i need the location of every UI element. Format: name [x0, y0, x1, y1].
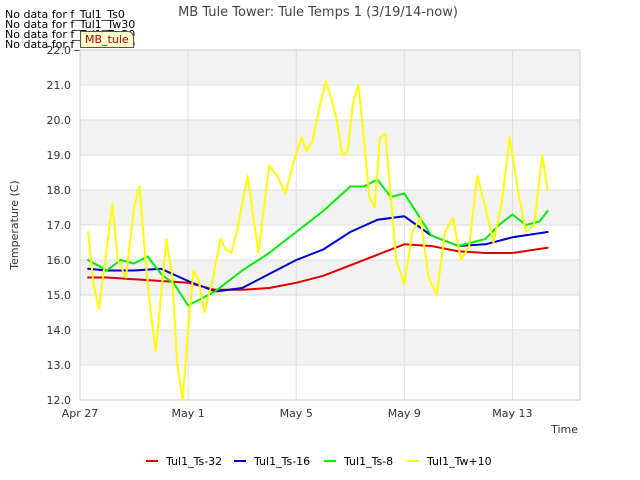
y-tick-label: 16.0 [47, 254, 72, 267]
y-tick-label: 21.0 [47, 79, 72, 92]
y-tick-label: 22.0 [47, 44, 72, 57]
nodata-message-2: No data for f_Tul1_Tw30 [5, 18, 136, 31]
y-tick-label: 17.0 [47, 219, 72, 232]
series-line-tul1-ts-32 [87, 243, 549, 291]
y-tick-label: 19.0 [47, 149, 72, 162]
y-tick-label: 15.0 [47, 289, 72, 302]
grid-band [80, 50, 580, 85]
x-axis-label: Time [550, 423, 578, 436]
x-tick-label: May 1 [171, 407, 204, 420]
site-badge: MB_tule [80, 31, 134, 48]
grid-band [80, 120, 580, 155]
legend-label-tul1-tw-10: Tul1_Tw+10 [426, 455, 492, 468]
grid-band [80, 190, 580, 225]
legend-label-tul1-ts-8: Tul1_Ts-8 [343, 455, 393, 468]
y-axis-label: Temperature (C) [8, 180, 21, 270]
y-tick-label: 18.0 [47, 184, 72, 197]
legend-label-tul1-ts-16: Tul1_Ts-16 [253, 455, 310, 468]
series-line-tul1-tw-10 [87, 80, 549, 401]
x-tick-label: May 5 [280, 407, 313, 420]
y-tick-label: 14.0 [47, 324, 72, 337]
plot-area [79, 49, 581, 401]
series-line-tul1-ts-8 [87, 178, 549, 307]
y-tick-label: 12.0 [47, 394, 72, 407]
x-tick-label: May 13 [492, 407, 532, 420]
x-tick-label: Apr 27 [62, 407, 99, 420]
chart-title: MB Tule Tower: Tule Temps 1 (3/19/14-now… [178, 5, 458, 20]
legend-label-tul1-ts-32: Tul1_Ts-32 [165, 455, 222, 468]
y-tick-label: 20.0 [47, 114, 72, 127]
y-tick-label: 13.0 [47, 359, 72, 372]
nodata-message-1: No data for f_Tul1_Ts0 [5, 8, 125, 21]
x-tick-label: May 9 [388, 407, 421, 420]
grid-band [80, 330, 580, 365]
